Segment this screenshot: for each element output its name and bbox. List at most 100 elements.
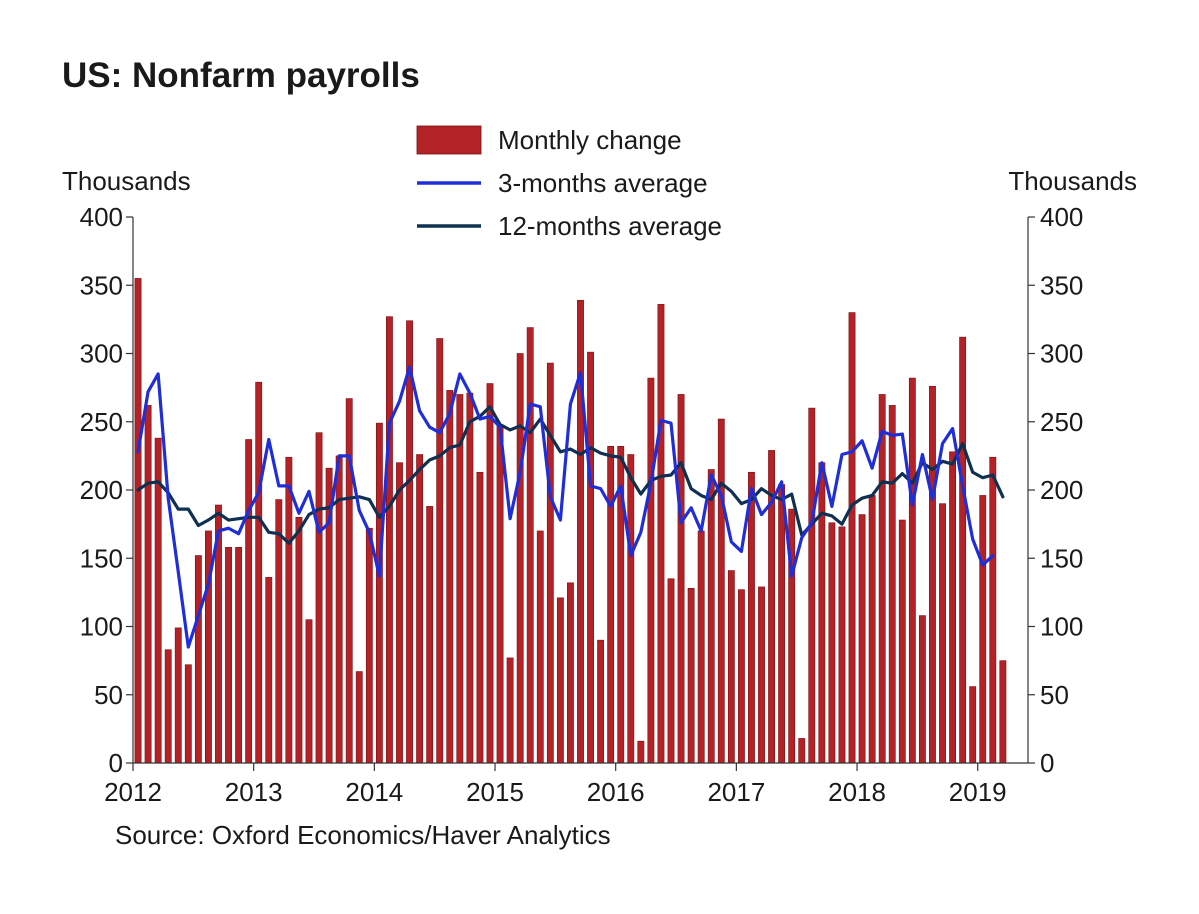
bar	[396, 462, 403, 764]
bar	[194, 555, 202, 764]
bar	[386, 316, 393, 764]
bar	[858, 514, 866, 764]
bar	[667, 578, 675, 764]
bar	[737, 589, 745, 764]
bar	[225, 547, 232, 764]
bar	[476, 471, 484, 764]
bar	[416, 454, 424, 764]
right-y-tick-label: 150	[1040, 543, 1083, 573]
bar	[506, 657, 514, 764]
x-tick-label: 2019	[949, 777, 1007, 807]
bar	[848, 312, 856, 764]
left-y-tick-label: 0	[109, 748, 123, 778]
bar	[949, 451, 956, 764]
bar	[365, 527, 373, 764]
bar	[707, 469, 715, 764]
bar	[878, 394, 886, 764]
bar	[727, 570, 735, 764]
bar	[657, 304, 665, 764]
bar	[838, 526, 846, 764]
x-tick-label: 2016	[587, 777, 645, 807]
bar	[637, 740, 645, 764]
bar	[758, 586, 765, 764]
bar	[717, 418, 725, 764]
bar	[154, 437, 162, 764]
bar	[567, 582, 574, 764]
bar	[597, 639, 605, 764]
bar	[406, 320, 413, 764]
bar	[436, 338, 444, 764]
left-y-tick-label: 400	[80, 202, 123, 232]
series-line-12-month-average	[136, 405, 1005, 545]
bar	[255, 381, 263, 764]
left-y-tick-label: 200	[80, 475, 123, 505]
left-y-tick-label: 50	[94, 680, 123, 710]
bar	[315, 432, 323, 764]
x-tick-label: 2017	[707, 777, 765, 807]
bar	[577, 299, 584, 764]
left-y-tick-label: 350	[80, 270, 123, 300]
bar	[868, 495, 876, 764]
left-y-tick-label: 100	[80, 612, 123, 642]
bar	[818, 462, 826, 764]
bar	[898, 519, 906, 764]
x-tick-label: 2015	[466, 777, 524, 807]
bar	[295, 516, 303, 764]
bar	[778, 484, 786, 764]
bar	[607, 446, 615, 764]
legend-label-12-month-average: 12-months average	[498, 211, 722, 241]
right-y-tick-label: 100	[1040, 612, 1083, 642]
bar	[134, 278, 142, 764]
bar	[587, 351, 594, 764]
legend-swatch-monthly-change	[416, 125, 482, 155]
bar	[235, 547, 243, 764]
bar	[929, 385, 936, 764]
bar	[184, 664, 192, 764]
bar	[939, 503, 946, 764]
bar	[426, 506, 434, 764]
series-line-3-month-average	[136, 365, 995, 649]
right-y-tick-label: 0	[1040, 748, 1054, 778]
right-y-tick-label: 300	[1040, 339, 1083, 369]
chart-title: US: Nonfarm payrolls	[62, 56, 420, 95]
bar	[677, 394, 685, 764]
bar	[908, 377, 916, 764]
bar	[959, 336, 967, 764]
bar	[496, 425, 504, 764]
bar	[285, 456, 293, 764]
bar	[355, 671, 363, 764]
right-y-tick-label: 350	[1040, 270, 1083, 300]
bar	[245, 439, 253, 764]
bar	[144, 405, 152, 764]
bar	[798, 738, 806, 764]
bar	[345, 398, 353, 764]
bar	[989, 456, 997, 764]
bar	[918, 615, 926, 764]
bar	[969, 686, 977, 764]
bar	[265, 577, 273, 764]
bar	[888, 405, 896, 764]
right-axis-unit-label: Thousands	[1008, 166, 1137, 196]
bar	[647, 377, 655, 764]
bar	[828, 522, 836, 764]
x-tick-label: 2018	[828, 777, 886, 807]
bar	[174, 627, 182, 764]
source-note: Source: Oxford Economics/Haver Analytics	[115, 820, 611, 850]
bar	[627, 454, 635, 764]
bar	[275, 499, 283, 764]
right-y-tick-label: 250	[1040, 407, 1083, 437]
left-y-tick-label: 300	[80, 339, 123, 369]
bar	[748, 471, 755, 764]
bar	[516, 353, 524, 764]
bar	[526, 327, 534, 764]
bar	[687, 587, 695, 764]
left-y-tick-label: 150	[80, 543, 123, 573]
x-tick-label: 2013	[225, 777, 283, 807]
right-y-tick-label: 50	[1040, 680, 1069, 710]
bar	[375, 422, 383, 764]
right-y-tick-label: 200	[1040, 475, 1083, 505]
bar	[697, 530, 705, 764]
bar	[979, 495, 987, 764]
left-axis-unit-label: Thousands	[62, 166, 191, 196]
